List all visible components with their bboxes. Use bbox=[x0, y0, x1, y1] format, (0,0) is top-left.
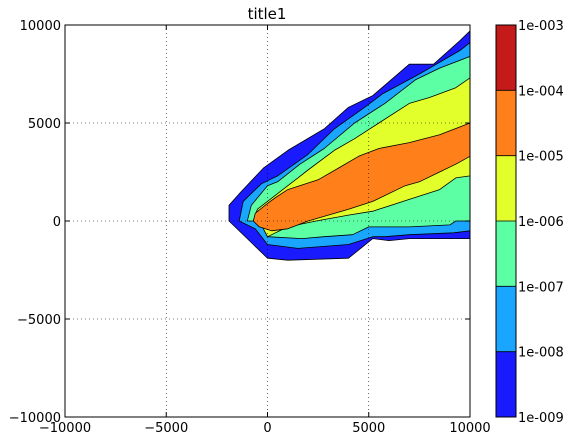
colorbar-label: 1e-006 bbox=[518, 215, 564, 230]
y-tick-label: −10000 bbox=[9, 411, 61, 426]
x-tick-label: −10000 bbox=[39, 421, 91, 434]
x-tick-label: −5000 bbox=[144, 421, 188, 434]
x-tick-label: 10000 bbox=[449, 421, 490, 434]
colorbar-label: 1e-005 bbox=[518, 150, 564, 165]
colorbar: 1e-009 1e-008 1e-007 1e-006 1e-005 1e-004 1e-0… bbox=[495, 19, 564, 426]
colorbar-label: 1e-003 bbox=[518, 19, 564, 34]
colorbar-band bbox=[496, 25, 516, 91]
y-tick-label: 0 bbox=[53, 215, 61, 230]
contour-band bbox=[252, 122, 470, 232]
x-tick-label: 5000 bbox=[352, 421, 385, 434]
y-tick-label: −5000 bbox=[17, 313, 61, 328]
colorbar-band bbox=[496, 221, 516, 287]
colorbar-label: 1e-004 bbox=[518, 84, 564, 99]
ticks: −10000 −5000 0 5000 10000 −10000 −5000 0 5000 100… bbox=[9, 19, 491, 434]
colorbar-band bbox=[496, 155, 516, 221]
contour-bands bbox=[228, 30, 470, 261]
y-tick-label: 5000 bbox=[28, 117, 61, 132]
colorbar-band bbox=[496, 351, 516, 417]
colorbar-band bbox=[496, 286, 516, 352]
x-tick-label: 0 bbox=[263, 421, 271, 434]
colorbar-label: 1e-007 bbox=[518, 280, 564, 295]
y-tick-label: 10000 bbox=[20, 19, 61, 34]
chart-title: title1 bbox=[248, 5, 287, 23]
plot-area: −10000 −5000 0 5000 10000 −10000 −5000 0 5000 100… bbox=[9, 19, 491, 434]
colorbar-label: 1e-008 bbox=[518, 346, 564, 361]
colorbar-label: 1e-009 bbox=[518, 411, 564, 426]
colorbar-band bbox=[496, 90, 516, 156]
